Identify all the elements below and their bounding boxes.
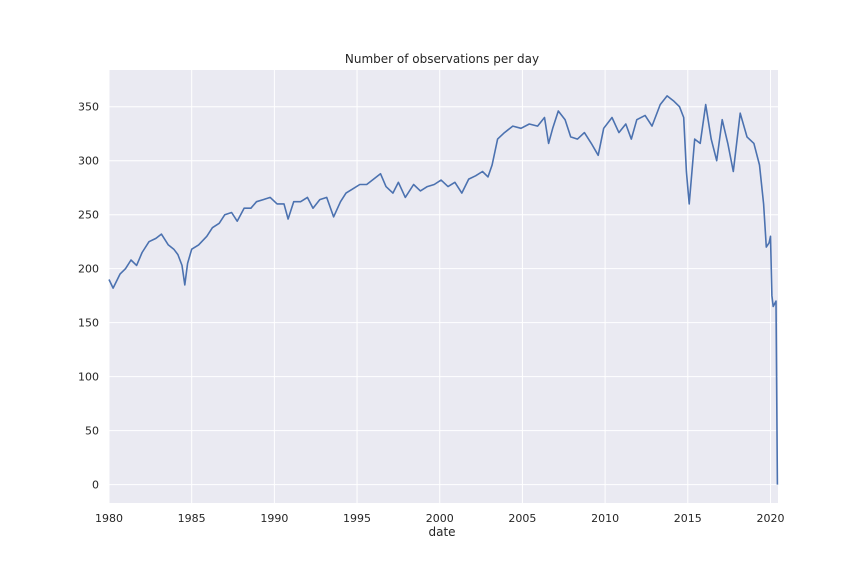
x-tick-label: 2005 [508,512,536,525]
y-tick-label: 250 [78,209,99,222]
plot-background [109,70,778,503]
y-tick-label: 300 [78,155,99,168]
x-tick-label: 2015 [674,512,702,525]
x-tick-label: 2020 [756,512,784,525]
series-line-0 [108,95,779,485]
x-tick-label: 1985 [178,512,206,525]
chart-title: Number of observations per day [345,52,539,66]
x-tick-labels: 1980 1985 1990 1995 2000 2005 2010 2015 2020 [95,512,784,525]
x-tick-label: 1980 [95,512,123,525]
y-tick-label: 200 [78,263,99,276]
y-tick-label: 50 [85,425,99,438]
y-tick-label: 150 [78,317,99,330]
y-tick-labels: 0 50 100 150 200 250 300 350 [78,101,99,492]
x-tick-label: 1990 [260,512,288,525]
x-tick-label: 2010 [591,512,619,525]
x-tick-label: 1995 [343,512,371,525]
y-tick-label: 350 [78,101,99,114]
grid-lines [108,70,778,503]
x-axis-label: date [428,525,455,539]
y-tick-label: 0 [92,479,99,492]
y-tick-label: 100 [78,371,99,384]
series-group [108,95,779,485]
x-tick-label: 2000 [426,512,454,525]
